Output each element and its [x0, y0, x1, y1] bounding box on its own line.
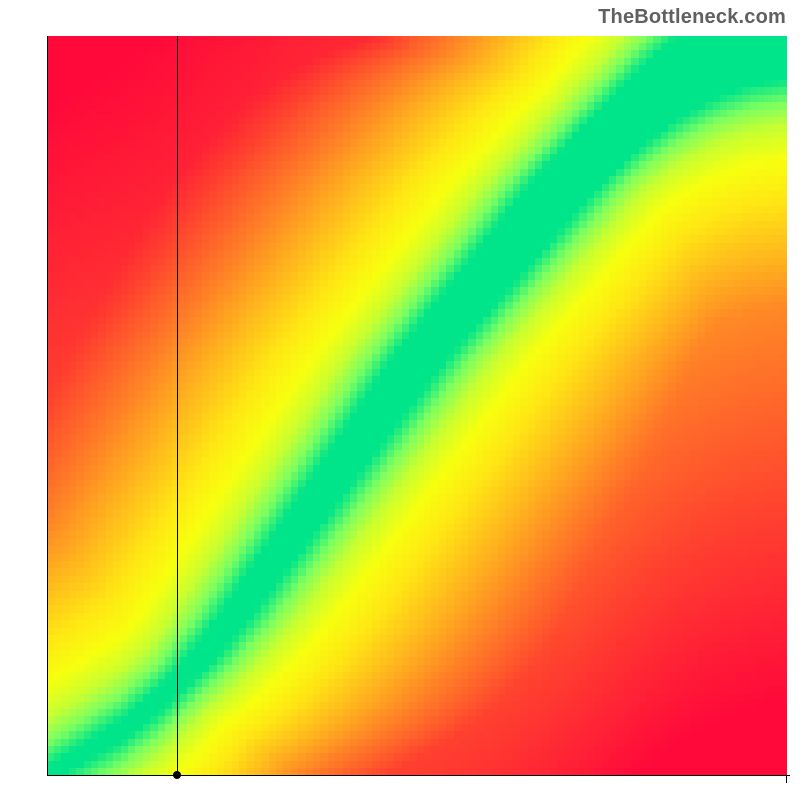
marker-dot — [173, 771, 181, 779]
attribution-text: TheBottleneck.com — [598, 6, 786, 29]
heatmap-plot — [47, 36, 787, 776]
y-axis-line — [47, 36, 48, 776]
heatmap-canvas — [47, 36, 787, 776]
x-axis-line — [47, 775, 790, 776]
marker-guide-line — [177, 36, 178, 775]
x-axis-end-tick — [786, 775, 787, 783]
